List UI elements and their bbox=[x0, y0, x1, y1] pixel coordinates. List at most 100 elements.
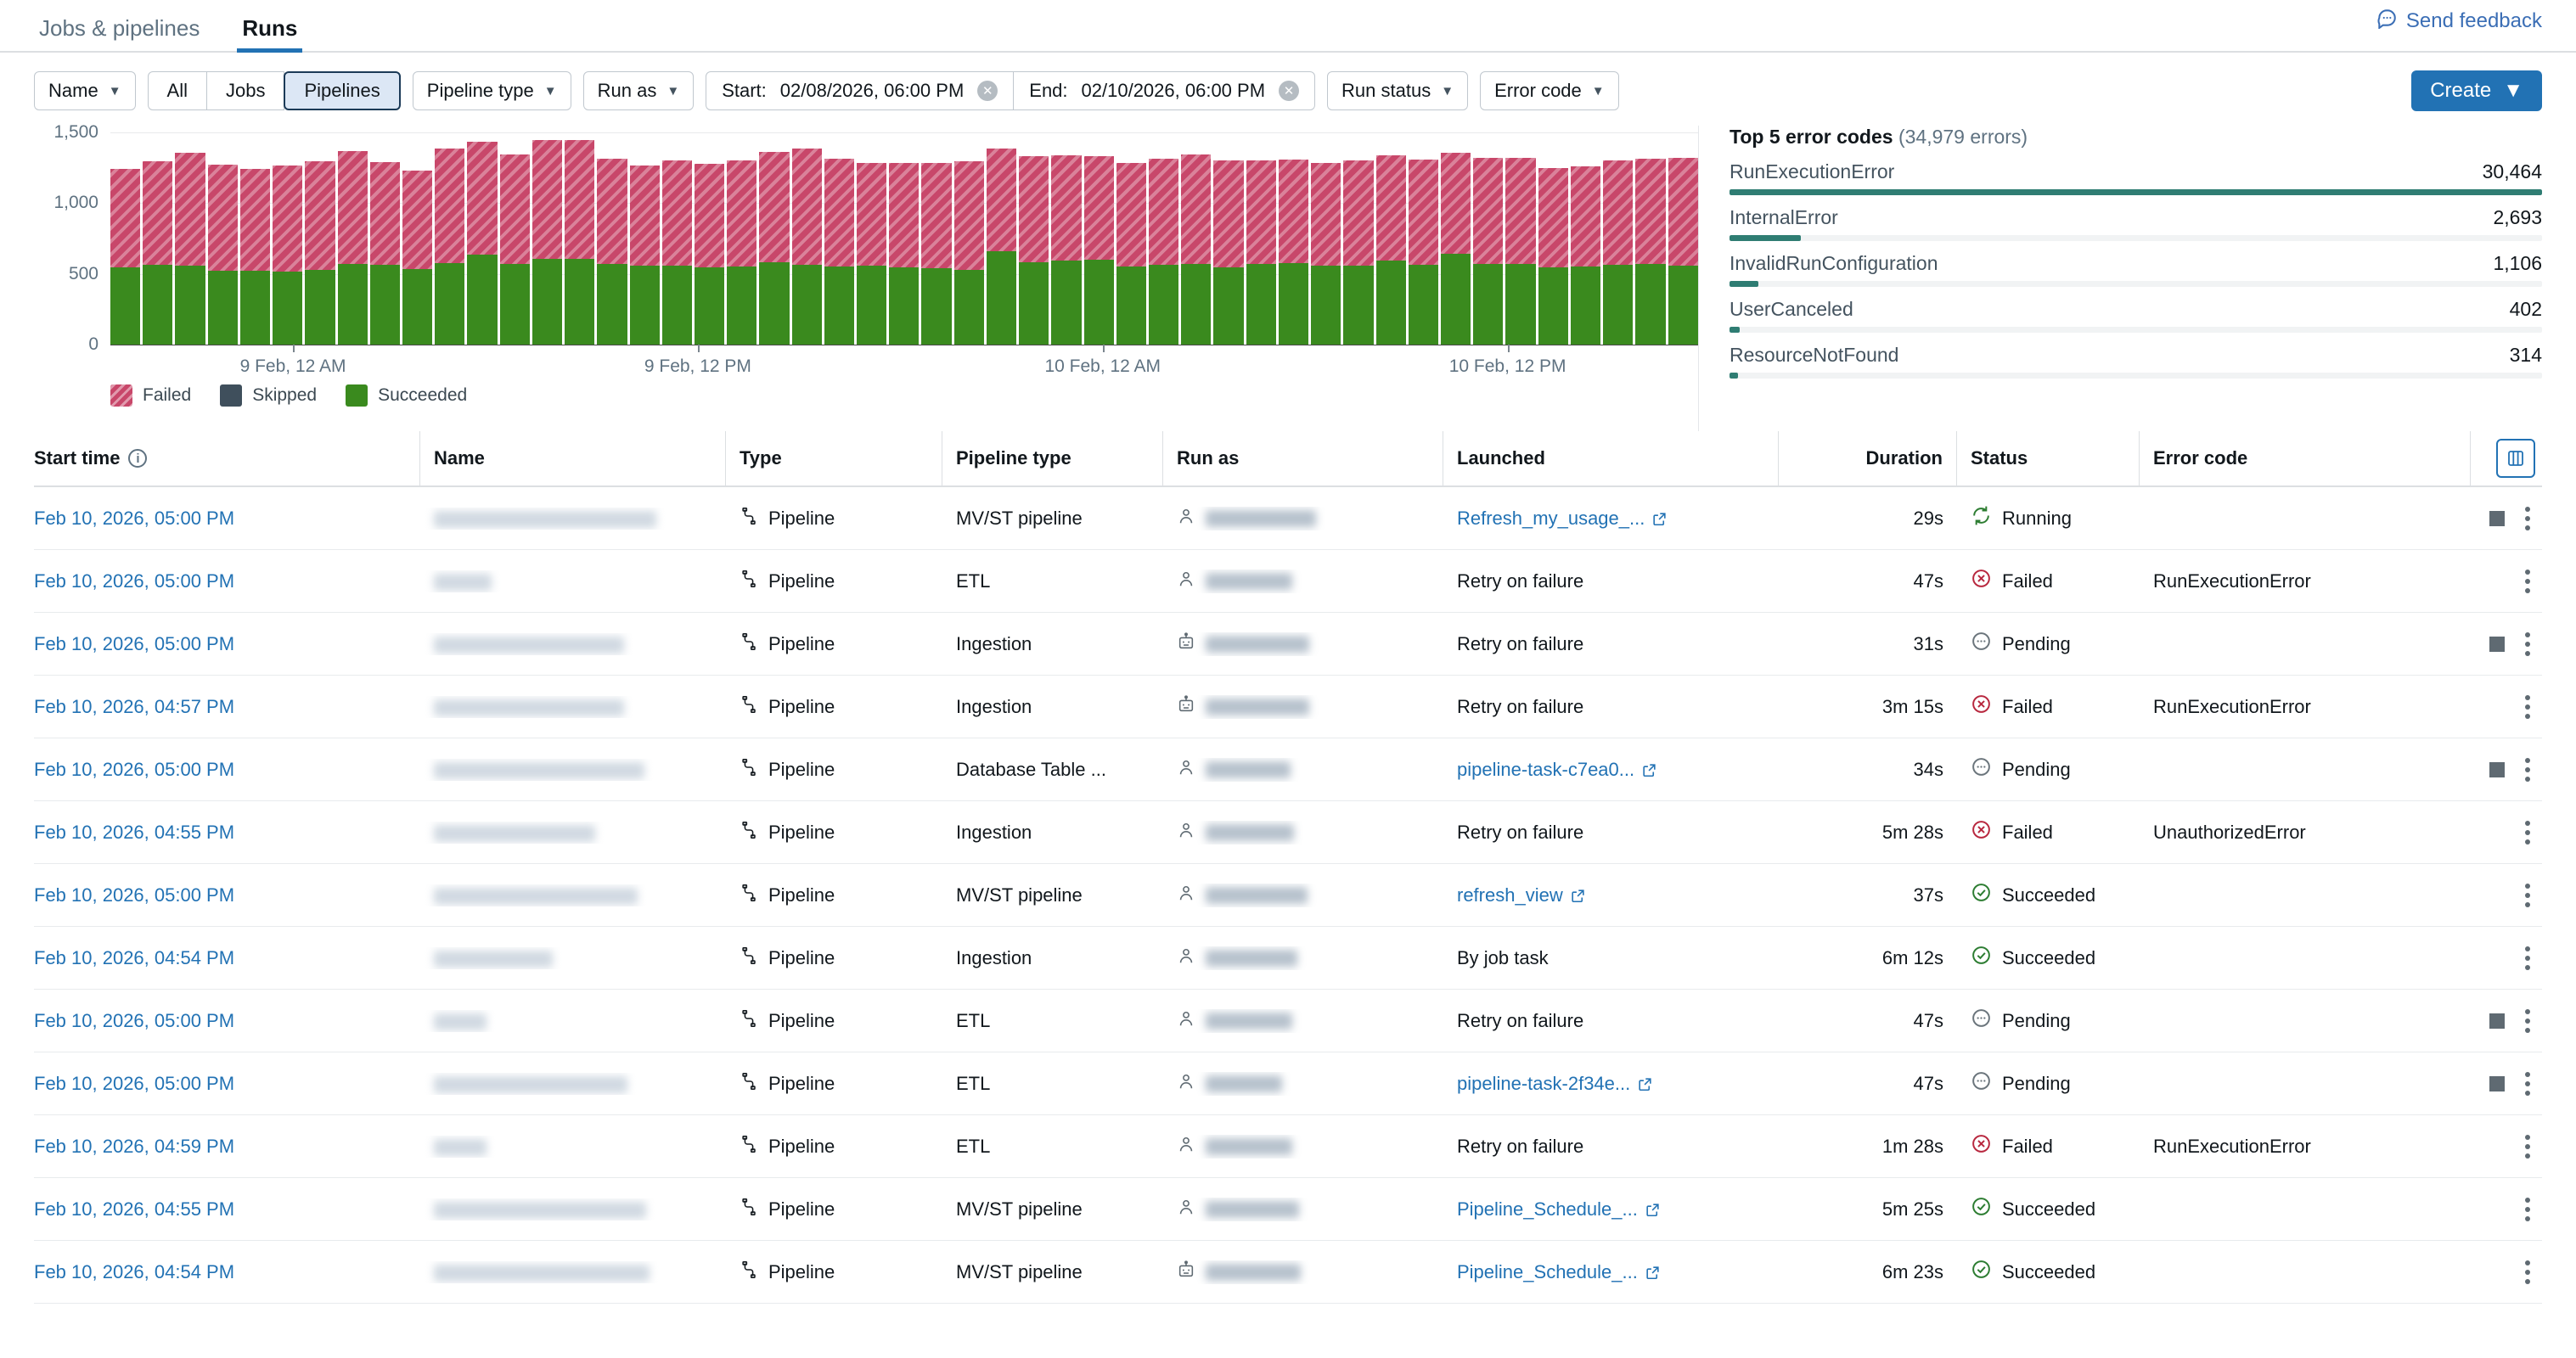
chart-bar[interactable] bbox=[889, 132, 920, 345]
chart-bar[interactable] bbox=[499, 132, 530, 345]
chart-bar[interactable] bbox=[1668, 132, 1698, 345]
row-menu-icon[interactable] bbox=[2520, 816, 2535, 850]
legend-item-failed[interactable]: Failed bbox=[110, 384, 191, 407]
column-header-launched[interactable]: Launched bbox=[1443, 431, 1779, 485]
row-menu-icon[interactable] bbox=[2520, 878, 2535, 912]
error-code-row[interactable]: InvalidRunConfiguration 1,106 bbox=[1730, 252, 2542, 287]
send-feedback-button[interactable]: Send feedback bbox=[2376, 7, 2542, 35]
chart-bar[interactable] bbox=[1051, 132, 1082, 345]
chart-bar[interactable] bbox=[369, 132, 400, 345]
chart-bar[interactable] bbox=[759, 132, 790, 345]
chart-bar[interactable] bbox=[857, 132, 887, 345]
column-header-run-as[interactable]: Run as bbox=[1163, 431, 1443, 485]
table-row[interactable]: Feb 10, 2026, 04:55 PM Pipeline Ingestion R… bbox=[34, 801, 2542, 864]
table-row[interactable]: Feb 10, 2026, 05:00 PM Pipeline Ingestion R… bbox=[34, 613, 2542, 676]
cell-name[interactable] bbox=[420, 570, 726, 592]
legend-item-succeeded[interactable]: Succeeded bbox=[346, 384, 467, 407]
error-code-filter[interactable]: Error code ▼ bbox=[1480, 71, 1619, 110]
column-header-error-code[interactable]: Error code bbox=[2140, 431, 2471, 485]
chart-bar[interactable] bbox=[143, 132, 173, 345]
column-header-pipeline-type[interactable]: Pipeline type bbox=[942, 431, 1163, 485]
chart-bar[interactable] bbox=[1213, 132, 1244, 345]
external-link-icon[interactable] bbox=[1645, 1202, 1661, 1218]
start-time-link[interactable]: Feb 10, 2026, 04:55 PM bbox=[34, 1198, 235, 1220]
chart-bar[interactable] bbox=[986, 132, 1017, 345]
chart-bar[interactable] bbox=[597, 132, 627, 345]
cell-start-time[interactable]: Feb 10, 2026, 04:59 PM bbox=[34, 1136, 420, 1158]
cell-start-time[interactable]: Feb 10, 2026, 04:57 PM bbox=[34, 696, 420, 718]
cell-name[interactable] bbox=[420, 1136, 726, 1158]
launched-link[interactable]: refresh_view bbox=[1457, 884, 1563, 906]
chart-bar[interactable] bbox=[565, 132, 595, 345]
chart-bar[interactable] bbox=[1181, 132, 1212, 345]
launched-link[interactable]: pipeline-task-2f34e... bbox=[1457, 1072, 1631, 1094]
chart-bar[interactable] bbox=[1343, 132, 1374, 345]
cell-name[interactable] bbox=[420, 1073, 726, 1095]
start-time-link[interactable]: Feb 10, 2026, 05:00 PM bbox=[34, 507, 235, 529]
table-row[interactable]: Feb 10, 2026, 04:54 PM Pipeline Ingestion B… bbox=[34, 927, 2542, 990]
cell-name[interactable] bbox=[420, 508, 726, 530]
clear-end-date-icon[interactable]: ✕ bbox=[1279, 81, 1300, 101]
row-menu-icon[interactable] bbox=[2520, 564, 2535, 598]
cell-start-time[interactable]: Feb 10, 2026, 04:55 PM bbox=[34, 1198, 420, 1221]
segment-jobs[interactable]: Jobs bbox=[206, 71, 285, 110]
start-time-link[interactable]: Feb 10, 2026, 04:55 PM bbox=[34, 821, 235, 843]
chart-bar[interactable] bbox=[824, 132, 855, 345]
cell-start-time[interactable]: Feb 10, 2026, 05:00 PM bbox=[34, 508, 420, 530]
row-menu-icon[interactable] bbox=[2520, 627, 2535, 661]
launched-link[interactable]: Refresh_my_usage_... bbox=[1457, 507, 1645, 529]
chart-bar[interactable] bbox=[175, 132, 205, 345]
start-time-link[interactable]: Feb 10, 2026, 04:59 PM bbox=[34, 1135, 235, 1157]
chart-bar[interactable] bbox=[953, 132, 984, 345]
row-menu-icon[interactable] bbox=[2520, 1004, 2535, 1038]
cell-start-time[interactable]: Feb 10, 2026, 05:00 PM bbox=[34, 1073, 420, 1095]
start-time-link[interactable]: Feb 10, 2026, 04:54 PM bbox=[34, 946, 235, 968]
chart-bar[interactable] bbox=[727, 132, 757, 345]
segment-pipelines[interactable]: Pipelines bbox=[284, 71, 401, 110]
chart-bar[interactable] bbox=[1603, 132, 1634, 345]
chart-bar[interactable] bbox=[694, 132, 725, 345]
table-row[interactable]: Feb 10, 2026, 04:57 PM Pipeline Ingestion R… bbox=[34, 676, 2542, 738]
chart-bar[interactable] bbox=[305, 132, 335, 345]
cell-name[interactable] bbox=[420, 633, 726, 655]
table-row[interactable]: Feb 10, 2026, 05:00 PM Pipeline MV/ST pipe… bbox=[34, 487, 2542, 550]
table-row[interactable]: Feb 10, 2026, 05:00 PM Pipeline ETL Retry o… bbox=[34, 990, 2542, 1052]
column-header-type[interactable]: Type bbox=[726, 431, 942, 485]
segment-all[interactable]: All bbox=[147, 71, 207, 110]
start-time-link[interactable]: Feb 10, 2026, 04:57 PM bbox=[34, 695, 235, 717]
clear-start-date-icon[interactable]: ✕ bbox=[977, 81, 998, 101]
external-link-icon[interactable] bbox=[1637, 1076, 1653, 1092]
row-menu-icon[interactable] bbox=[2520, 502, 2535, 536]
cell-start-time[interactable]: Feb 10, 2026, 05:00 PM bbox=[34, 759, 420, 781]
tab-jobs-and-pipelines[interactable]: Jobs & pipelines bbox=[39, 15, 200, 41]
error-code-row[interactable]: UserCanceled 402 bbox=[1730, 298, 2542, 333]
column-header-start-time[interactable]: Start time i bbox=[34, 431, 420, 485]
external-link-icon[interactable] bbox=[1651, 511, 1668, 527]
tab-runs[interactable]: Runs bbox=[237, 17, 303, 53]
cell-start-time[interactable]: Feb 10, 2026, 04:54 PM bbox=[34, 947, 420, 969]
chart-bar[interactable] bbox=[1408, 132, 1438, 345]
start-time-link[interactable]: Feb 10, 2026, 05:00 PM bbox=[34, 632, 235, 654]
chart-bar[interactable] bbox=[921, 132, 952, 345]
row-menu-icon[interactable] bbox=[2520, 690, 2535, 724]
table-row[interactable]: Feb 10, 2026, 05:00 PM Pipeline MV/ST pipe… bbox=[34, 864, 2542, 927]
chart-bar[interactable] bbox=[1019, 132, 1049, 345]
chart-bar[interactable] bbox=[1505, 132, 1536, 345]
chart-bar[interactable] bbox=[661, 132, 692, 345]
chart-bar[interactable] bbox=[1375, 132, 1406, 345]
cell-start-time[interactable]: Feb 10, 2026, 05:00 PM bbox=[34, 633, 420, 655]
row-menu-icon[interactable] bbox=[2520, 753, 2535, 787]
external-link-icon[interactable] bbox=[1641, 762, 1657, 778]
row-menu-icon[interactable] bbox=[2520, 1255, 2535, 1289]
cell-name[interactable] bbox=[420, 822, 726, 844]
info-icon[interactable]: i bbox=[128, 449, 148, 468]
cell-start-time[interactable]: Feb 10, 2026, 05:00 PM bbox=[34, 1010, 420, 1032]
chart-bar[interactable] bbox=[791, 132, 822, 345]
stop-run-icon[interactable] bbox=[2489, 636, 2505, 652]
cell-name[interactable] bbox=[420, 947, 726, 969]
chart-bar[interactable] bbox=[1083, 132, 1114, 345]
cell-start-time[interactable]: Feb 10, 2026, 04:55 PM bbox=[34, 822, 420, 844]
chart-bar[interactable] bbox=[467, 132, 498, 345]
run-status-filter[interactable]: Run status ▼ bbox=[1327, 71, 1469, 110]
error-code-row[interactable]: RunExecutionError 30,464 bbox=[1730, 160, 2542, 195]
